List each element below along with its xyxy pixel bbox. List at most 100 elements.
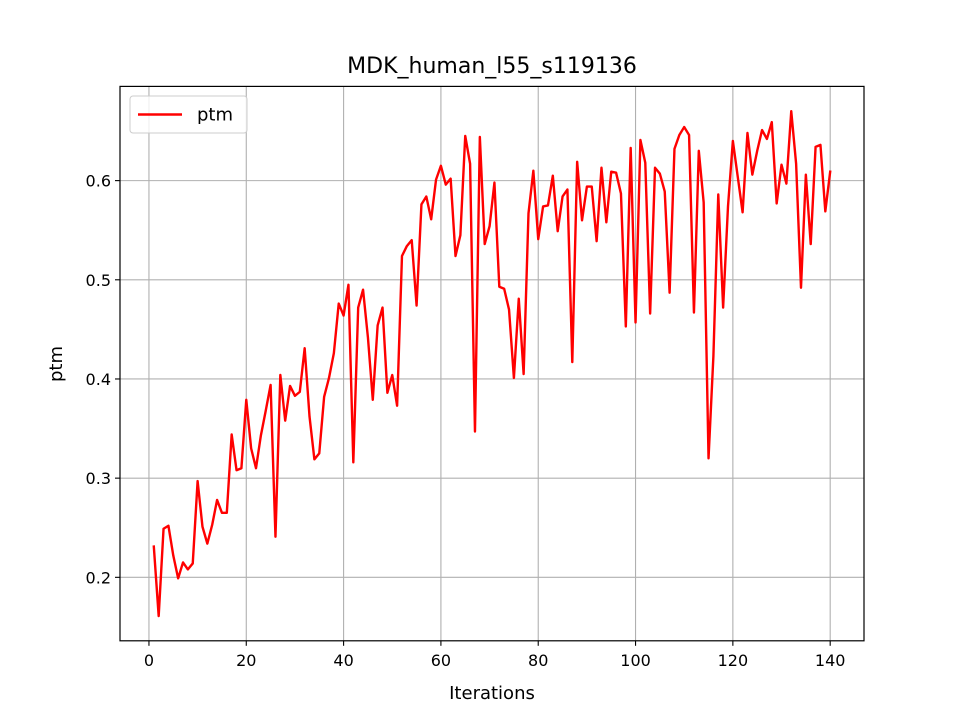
data-point [581,220,582,221]
y-axis-title: ptm [46,346,67,382]
data-point [635,322,636,323]
data-point [586,186,587,187]
data-point [596,241,597,242]
y-tick-label: 0.3 [86,469,111,488]
data-point [572,362,573,363]
data-point [474,431,475,432]
data-point [620,193,621,194]
data-point [216,499,217,500]
data-point [280,374,281,375]
data-point [830,171,831,172]
series-layer [152,109,832,618]
data-point [421,204,422,205]
data-point [747,132,748,133]
data-point [479,136,480,137]
data-point [796,163,797,164]
data-point [246,399,247,400]
chart-title: MDK_human_l55_s119136 [347,54,637,79]
data-point [708,458,709,459]
x-tick-label: 40 [333,651,353,670]
y-tick-label: 0.5 [86,271,111,290]
legend-box [129,95,248,134]
data-point [693,312,694,313]
data-point [654,167,655,168]
data-point [650,313,651,314]
data-point [435,179,436,180]
legend-label-ptm: ptm [197,105,233,126]
data-point [504,288,505,289]
data-point [732,140,733,141]
data-point [387,392,388,393]
data-point [431,219,432,220]
data-point [353,462,354,463]
data-point [275,536,276,537]
data-point [392,374,393,375]
data-point [538,239,539,240]
data-point [781,164,782,165]
data-point [523,373,524,374]
data-point [221,512,222,513]
x-tick-label: 100 [620,651,651,670]
data-point [343,315,344,316]
y-tick-label: 0.2 [86,568,111,587]
data-point [270,384,271,385]
data-point [640,139,641,140]
data-point [547,205,548,206]
data-point [445,184,446,185]
data-point [776,203,777,204]
data-point [815,146,816,147]
series-line-ptm [152,109,832,618]
data-point [723,307,724,308]
data-point [314,459,315,460]
data-point [158,615,159,616]
data-point [567,189,568,190]
data-point [791,111,792,112]
data-point [659,173,660,174]
y-tick-label: 0.6 [86,172,111,191]
x-tick-label: 80 [528,651,548,670]
x-tick-label: 120 [718,651,749,670]
data-point [766,138,767,139]
data-point [679,134,680,135]
data-point [236,470,237,471]
data-point [494,182,495,183]
data-point [470,163,471,164]
data-point [192,563,193,564]
data-point [577,161,578,162]
data-point [168,525,169,526]
data-point [664,191,665,192]
data-point [241,468,242,469]
data-point [484,243,485,244]
data-point [178,578,179,579]
data-point [499,286,500,287]
data-point [450,178,451,179]
data-point [752,174,753,175]
data-point [231,434,232,435]
data-point [202,526,203,527]
data-point [260,435,261,436]
x-axis-title: Iterations [449,683,535,704]
data-point [397,405,398,406]
data-point [615,172,616,173]
data-point [255,468,256,469]
data-point [455,255,456,256]
plot-area-background [120,86,864,641]
legend: ptm [129,95,248,134]
data-point [542,206,543,207]
data-point [197,481,198,482]
x-tick-label: 0 [144,651,154,670]
data-point [508,309,509,310]
data-point [810,243,811,244]
data-point [289,385,290,386]
data-point [674,148,675,149]
data-point [669,292,670,293]
data-point [703,202,704,203]
data-point [309,416,310,417]
data-point [761,129,762,130]
data-point [401,255,402,256]
data-point [489,226,490,227]
data-point [518,298,519,299]
data-point [742,212,743,213]
data-point [727,206,728,207]
